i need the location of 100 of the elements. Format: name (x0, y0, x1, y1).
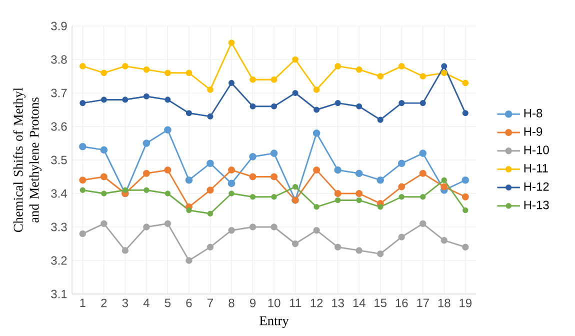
y-tick-label: 3.2 (51, 256, 67, 265)
point (143, 224, 150, 230)
point (228, 80, 235, 86)
point (441, 63, 448, 70)
point (355, 170, 363, 178)
point (228, 166, 236, 174)
point (143, 93, 150, 100)
point (250, 103, 256, 110)
point (164, 220, 172, 227)
point (377, 204, 384, 210)
point (462, 80, 469, 86)
point (314, 204, 320, 210)
legend-label: H-8 (524, 108, 542, 118)
y-tick-label: 3.4 (51, 189, 67, 198)
point (334, 100, 341, 106)
y-tick-label: 3.1 (51, 290, 67, 298)
point (398, 194, 404, 200)
point (249, 152, 256, 160)
point (185, 176, 193, 184)
point (79, 176, 86, 184)
point (271, 103, 278, 110)
point (462, 244, 469, 250)
point (462, 110, 468, 116)
point (440, 237, 448, 244)
point (79, 230, 86, 238)
x-tick-label: 1 (80, 298, 86, 307)
point (440, 183, 448, 190)
point (356, 190, 363, 198)
point (207, 113, 214, 120)
point (334, 190, 342, 198)
point (80, 100, 86, 106)
point (292, 184, 298, 190)
point (206, 244, 214, 250)
point (377, 116, 384, 123)
x-tick-label: 18 (438, 298, 450, 308)
point (420, 220, 426, 227)
x-tick-label: 16 (396, 298, 408, 308)
point (314, 106, 320, 113)
point (313, 227, 320, 234)
point (250, 76, 256, 83)
point (101, 190, 107, 196)
point (313, 166, 320, 174)
legend-label: H-11 (524, 164, 548, 172)
legend-label: H-13 (524, 200, 549, 210)
point (206, 160, 214, 168)
point (206, 186, 214, 194)
y-tick-label: 3.7 (51, 88, 67, 98)
legend-label: H-10 (524, 146, 549, 154)
y-tick-label: 3.9 (51, 22, 67, 30)
point (356, 197, 362, 204)
legend-label: H-9 (524, 127, 542, 136)
point (144, 187, 150, 194)
point (79, 142, 86, 150)
point (334, 244, 342, 250)
point (356, 66, 362, 73)
x-tick-label: 7 (208, 298, 213, 307)
point (79, 63, 86, 70)
point (164, 126, 172, 134)
point (186, 70, 192, 76)
point (122, 187, 128, 194)
x-tick-label: 12 (310, 298, 323, 308)
point (377, 73, 384, 80)
point (249, 224, 256, 230)
point (228, 227, 235, 234)
y-axis-title: Chemical Shifts of Methyl and Methylene Protons (13, 88, 42, 232)
point (377, 250, 384, 258)
point (143, 66, 150, 73)
y-tick-label: 3.3 (51, 222, 67, 232)
point (420, 73, 426, 80)
point (186, 110, 192, 116)
x-tick-label: 10 (268, 298, 280, 308)
point (356, 247, 362, 254)
x-tick-label: 6 (186, 298, 192, 308)
point (142, 140, 150, 147)
x-axis-title: Entry (260, 316, 289, 328)
point (398, 160, 406, 168)
point (334, 63, 342, 70)
x-tick-label: 15 (374, 298, 387, 308)
point (164, 190, 171, 196)
point (100, 146, 108, 154)
point (292, 56, 298, 63)
point (100, 220, 108, 227)
x-tick-label: 19 (460, 298, 472, 308)
point (100, 173, 108, 180)
point (398, 183, 406, 190)
point (398, 234, 405, 240)
point (420, 100, 426, 106)
point (292, 90, 298, 96)
point (270, 224, 278, 230)
point (207, 210, 214, 216)
point (100, 96, 107, 103)
point (440, 70, 448, 76)
point (462, 193, 469, 200)
legend-label: H-12 (524, 182, 549, 191)
point (122, 63, 128, 70)
point (398, 100, 405, 106)
point (312, 130, 320, 137)
x-tick-label: 5 (164, 298, 171, 308)
point (271, 194, 277, 200)
x-tick-label: 8 (228, 298, 234, 308)
